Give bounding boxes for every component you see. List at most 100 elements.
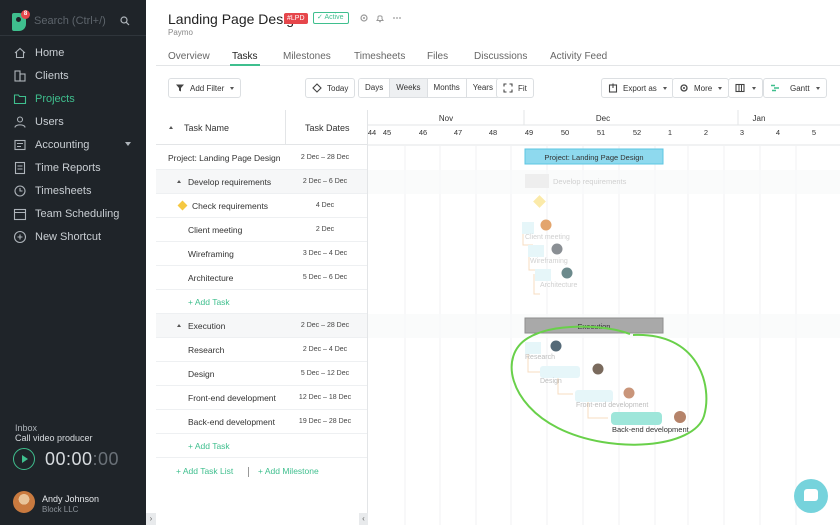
collapse-icon[interactable]	[177, 180, 181, 183]
fit-button[interactable]: Fit	[496, 78, 534, 98]
tab-activity-feed[interactable]: Activity Feed	[550, 51, 608, 62]
sidebar-item-team-scheduling[interactable]: Team Scheduling	[0, 203, 146, 225]
search-input[interactable]	[34, 13, 116, 29]
notification-badge: 8	[21, 10, 30, 19]
avatar[interactable]	[13, 491, 35, 513]
add-task-row: + Add Task	[156, 434, 368, 458]
sidebar-item-clients[interactable]: Clients	[0, 65, 146, 87]
frontend-bar[interactable]	[575, 390, 613, 402]
client-name[interactable]: Paymo	[168, 28, 193, 37]
range-years-button[interactable]: Years	[466, 79, 499, 97]
sidebar-item-timesheets[interactable]: Timesheets	[0, 180, 146, 202]
project-row[interactable]: Project: Landing Page Design 2 Dec – 28 …	[156, 146, 368, 170]
task-dates: 2 Dec – 28 Dec	[300, 154, 350, 161]
avatar	[674, 411, 686, 423]
design-bar[interactable]	[540, 366, 580, 378]
tab-overview[interactable]: Overview	[168, 51, 210, 62]
scroll-left-button[interactable]: ‹	[359, 513, 368, 525]
clients-icon	[14, 70, 26, 82]
search-icon[interactable]	[120, 16, 130, 26]
wireframing-bar[interactable]	[528, 245, 544, 257]
table-row[interactable]: Wireframing 3 Dec – 4 Dec	[156, 242, 368, 266]
footer-divider	[248, 467, 249, 477]
task-name: Wireframing	[188, 249, 234, 259]
tab-files[interactable]: Files	[427, 51, 449, 62]
inbox-task[interactable]: Call video producer	[15, 433, 93, 443]
sidebar-item-users[interactable]: Users	[0, 111, 146, 133]
add-filter-button[interactable]: Add Filter	[168, 78, 242, 98]
milestone-row[interactable]: Check requirements 4 Dec	[156, 194, 368, 218]
milestone-marker[interactable]	[533, 195, 546, 208]
week-label: 3	[740, 128, 744, 137]
export-button[interactable]: Export as	[601, 78, 674, 98]
task-list-name: Execution	[188, 321, 226, 331]
export-icon	[608, 83, 618, 93]
task-list-row[interactable]: Develop requirements 2 Dec – 6 Dec	[156, 170, 368, 194]
sidebar-item-projects[interactable]: Projects	[0, 88, 146, 110]
sidebar-item-accounting[interactable]: Accounting	[0, 134, 146, 156]
tab-timesheets[interactable]: Timesheets	[354, 51, 406, 62]
project-bar[interactable]	[524, 148, 664, 165]
chat-button[interactable]	[794, 479, 828, 513]
tab-discussions[interactable]: Discussions	[474, 51, 528, 62]
gear-icon[interactable]	[359, 13, 369, 23]
timer-display: 00:00:00	[45, 449, 119, 470]
week-label: 52	[633, 128, 641, 137]
range-days-button[interactable]: Days	[359, 79, 391, 97]
add-task-list-link[interactable]: + Add Task List	[176, 466, 234, 476]
collapse-all-icon[interactable]	[169, 126, 173, 129]
sidebar-item-time-reports[interactable]: Time Reports	[0, 157, 146, 179]
user-name[interactable]: Andy Johnson	[42, 494, 100, 504]
task-list-name: Develop requirements	[188, 177, 272, 187]
sidebar-collapse-button[interactable]: ›	[146, 513, 156, 525]
avatar	[550, 340, 562, 352]
bell-icon[interactable]	[375, 13, 385, 23]
paymo-logo[interactable]: 8	[12, 10, 30, 31]
table-row[interactable]: Back-end development 19 Dec – 28 Dec	[156, 410, 368, 434]
range-selector: Days Weeks Months Years	[358, 78, 500, 98]
today-button[interactable]: Today	[305, 78, 356, 98]
task-name: Project: Landing Page Design	[168, 153, 281, 163]
task-dates: 2 Dec – 6 Dec	[302, 178, 348, 185]
task-name: Check requirements	[192, 201, 269, 211]
sidebar-item-home[interactable]: Home	[0, 42, 146, 64]
sidebar-item-new-shortcut[interactable]: New Shortcut	[0, 226, 146, 248]
table-row[interactable]: Client meeting 2 Dec	[156, 218, 368, 242]
task-dates: 19 Dec – 28 Dec	[298, 418, 352, 425]
architecture-bar[interactable]	[535, 269, 551, 281]
column-header-task-dates[interactable]: Task Dates	[305, 123, 350, 133]
table-row[interactable]: Research 2 Dec – 4 Dec	[156, 338, 368, 362]
table-row[interactable]: Architecture 5 Dec – 6 Dec	[156, 266, 368, 290]
chevron-down-icon	[752, 86, 756, 90]
more-options-icon[interactable]	[392, 13, 402, 23]
task-list-row[interactable]: Execution 2 Dec – 28 Dec	[156, 314, 368, 338]
add-milestone-link[interactable]: + Add Milestone	[258, 466, 319, 476]
week-label: 4	[776, 128, 780, 137]
collapse-icon[interactable]	[177, 324, 181, 327]
gantt-chart: Nov Dec Jan 44 45 46 47 48 49 50 51 52 1…	[368, 110, 840, 525]
add-task-link[interactable]: + Add Task	[188, 297, 230, 307]
backend-bar[interactable]	[611, 412, 662, 425]
column-header-task-name[interactable]: Task Name	[184, 123, 230, 133]
status-badge[interactable]: ✓ Active	[313, 12, 349, 24]
tab-tasks[interactable]: Tasks	[230, 51, 260, 66]
view-gantt-button[interactable]: Gantt	[763, 78, 827, 98]
more-button[interactable]: More	[672, 78, 730, 98]
columns-button[interactable]	[728, 78, 763, 98]
range-months-button[interactable]: Months	[427, 79, 467, 97]
table-row[interactable]: Front-end development 12 Dec – 18 Dec	[156, 386, 368, 410]
tab-milestones[interactable]: Milestones	[283, 51, 331, 62]
research-bar[interactable]	[525, 342, 541, 354]
range-weeks-button[interactable]: Weeks	[390, 79, 428, 97]
client-meeting-bar[interactable]	[522, 222, 534, 234]
develop-requirements-bar[interactable]	[525, 174, 549, 188]
panel-divider[interactable]	[367, 110, 368, 525]
wireframing-bar-label: Wireframing	[530, 258, 568, 265]
sidebar-item-label: Home	[35, 47, 65, 59]
add-task-row: + Add Task	[156, 290, 368, 314]
sidebar-item-label: Accounting	[35, 139, 90, 151]
add-task-link[interactable]: + Add Task	[188, 441, 230, 451]
timer-play-button[interactable]	[13, 448, 35, 470]
table-row[interactable]: Design 5 Dec – 12 Dec	[156, 362, 368, 386]
execution-bar[interactable]	[524, 317, 664, 334]
